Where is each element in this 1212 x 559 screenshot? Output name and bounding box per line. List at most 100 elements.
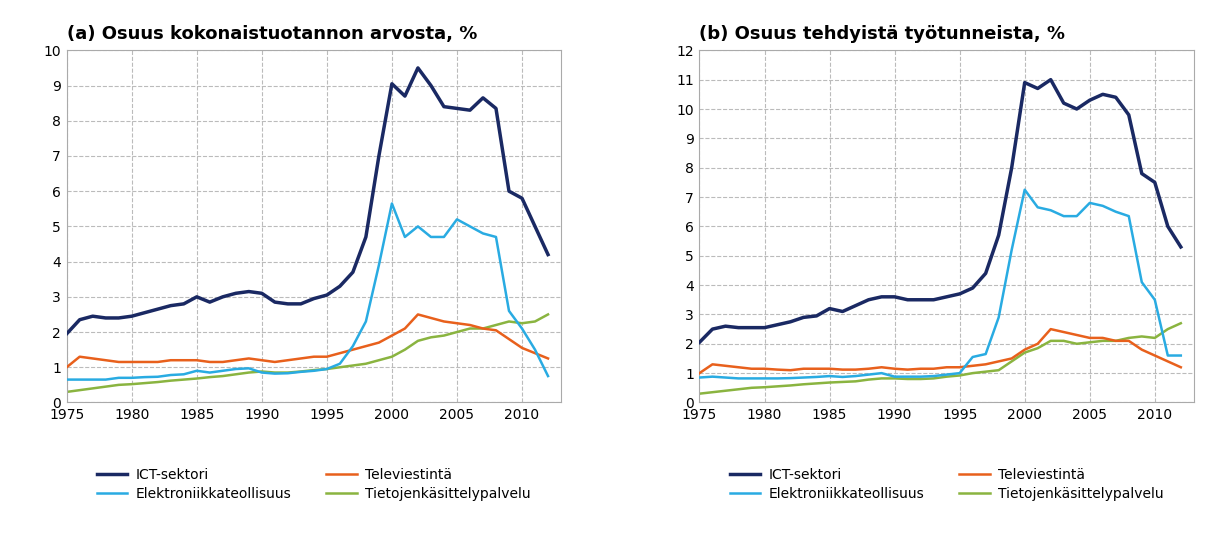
Tietojenkäsittelypalvelu: [307, 367, 321, 373]
Elektroniikkateollisuus: [475, 230, 490, 237]
Televiestintä: [320, 353, 335, 360]
Tietojenkäsittelypalvelu: [541, 311, 555, 318]
ICT-sektori: [411, 64, 425, 71]
Tietojenkäsittelypalvelu: [189, 375, 204, 382]
Televiestintä: [1069, 331, 1084, 338]
Televiestintä: [1044, 326, 1058, 333]
ICT-sektori: [731, 324, 745, 331]
Televiestintä: [862, 366, 876, 372]
Tietojenkäsittelypalvelu: [1096, 338, 1110, 344]
Tietojenkäsittelypalvelu: [1069, 340, 1084, 347]
Legend: ICT-sektori, Elektroniikkateollisuus, Televiestintä, Tietojenkäsittelypalvelu: ICT-sektori, Elektroniikkateollisuus, Te…: [724, 462, 1170, 507]
ICT-sektori: [796, 314, 811, 321]
ICT-sektori: [424, 82, 439, 89]
Tietojenkäsittelypalvelu: [1173, 320, 1188, 326]
ICT-sektori: [216, 293, 230, 300]
Tietojenkäsittelypalvelu: [73, 387, 87, 394]
Elektroniikkateollisuus: [887, 373, 902, 380]
ICT-sektori: [848, 302, 863, 309]
Tietojenkäsittelypalvelu: [527, 318, 542, 325]
Elektroniikkateollisuus: [1044, 207, 1058, 214]
ICT-sektori: [450, 105, 464, 112]
ICT-sektori: [332, 283, 347, 290]
Televiestintä: [783, 367, 797, 373]
Tietojenkäsittelypalvelu: [1109, 338, 1124, 344]
Televiestintä: [255, 357, 269, 363]
ICT-sektori: [1134, 170, 1149, 177]
Tietojenkäsittelypalvelu: [862, 376, 876, 383]
ICT-sektori: [229, 290, 244, 297]
Tietojenkäsittelypalvelu: [719, 387, 733, 394]
Tietojenkäsittelypalvelu: [991, 367, 1006, 373]
Tietojenkäsittelypalvelu: [953, 372, 967, 379]
Elektroniikkateollisuus: [125, 375, 139, 381]
Elektroniikkateollisuus: [1148, 296, 1162, 303]
ICT-sektori: [177, 301, 191, 307]
ICT-sektori: [719, 323, 733, 329]
ICT-sektori: [758, 324, 772, 331]
Line: Televiestintä: Televiestintä: [699, 329, 1180, 373]
ICT-sektori: [835, 308, 850, 315]
Elektroniikkateollisuus: [862, 371, 876, 378]
Tietojenkäsittelypalvelu: [137, 380, 152, 386]
Tietojenkäsittelypalvelu: [255, 368, 269, 375]
Elektroniikkateollisuus: [177, 371, 191, 378]
ICT-sektori: [705, 326, 720, 333]
Tietojenkäsittelypalvelu: [85, 385, 99, 392]
ICT-sektori: [822, 305, 836, 312]
Televiestintä: [796, 366, 811, 372]
Elektroniikkateollisuus: [137, 374, 152, 381]
Televiestintä: [758, 366, 772, 372]
Televiestintä: [966, 362, 981, 369]
Elektroniikkateollisuus: [450, 216, 464, 222]
Tietojenkäsittelypalvelu: [398, 346, 412, 353]
Line: Televiestintä: Televiestintä: [67, 314, 548, 367]
Televiestintä: [384, 332, 399, 339]
Line: Elektroniikkateollisuus: Elektroniikkateollisuus: [67, 203, 548, 380]
Televiestintä: [978, 361, 993, 368]
Televiestintä: [874, 364, 888, 371]
Line: Tietojenkäsittelypalvelu: Tietojenkäsittelypalvelu: [67, 314, 548, 392]
Tietojenkäsittelypalvelu: [796, 381, 811, 387]
Televiestintä: [98, 357, 113, 363]
Text: (b) Osuus tehdyistä työtunneista, %: (b) Osuus tehdyistä työtunneista, %: [699, 25, 1065, 43]
ICT-sektori: [1030, 85, 1045, 92]
Elektroniikkateollisuus: [216, 367, 230, 374]
Elektroniikkateollisuus: [436, 234, 451, 240]
ICT-sektori: [268, 299, 282, 305]
Televiestintä: [359, 343, 373, 349]
Televiestintä: [692, 370, 707, 377]
Tietojenkäsittelypalvelu: [810, 380, 824, 387]
Elektroniikkateollisuus: [1017, 186, 1031, 193]
Elektroniikkateollisuus: [705, 373, 720, 380]
Elektroniikkateollisuus: [73, 376, 87, 383]
Elektroniikkateollisuus: [848, 373, 863, 380]
Elektroniikkateollisuus: [1069, 213, 1084, 220]
Tietojenkäsittelypalvelu: [1017, 349, 1031, 356]
ICT-sektori: [1121, 112, 1136, 119]
ICT-sektori: [488, 105, 503, 112]
Elektroniikkateollisuus: [874, 370, 888, 377]
Tietojenkäsittelypalvelu: [758, 384, 772, 391]
ICT-sektori: [1161, 223, 1176, 230]
Tietojenkäsittelypalvelu: [771, 383, 785, 390]
ICT-sektori: [280, 301, 295, 307]
Televiestintä: [345, 346, 360, 353]
ICT-sektori: [73, 316, 87, 323]
Televiestintä: [424, 315, 439, 321]
Elektroniikkateollisuus: [255, 369, 269, 376]
Elektroniikkateollisuus: [822, 373, 836, 380]
ICT-sektori: [926, 296, 941, 303]
Tietojenkäsittelypalvelu: [874, 375, 888, 382]
Elektroniikkateollisuus: [189, 367, 204, 374]
Tietojenkäsittelypalvelu: [359, 361, 373, 367]
Televiestintä: [1005, 355, 1019, 362]
Tietojenkäsittelypalvelu: [705, 389, 720, 396]
Televiestintä: [1057, 329, 1071, 335]
Tietojenkäsittelypalvelu: [241, 369, 256, 376]
ICT-sektori: [372, 153, 387, 159]
ICT-sektori: [1044, 77, 1058, 83]
Elektroniikkateollisuus: [424, 234, 439, 240]
Elektroniikkateollisuus: [229, 366, 244, 372]
ICT-sektori: [320, 292, 335, 299]
